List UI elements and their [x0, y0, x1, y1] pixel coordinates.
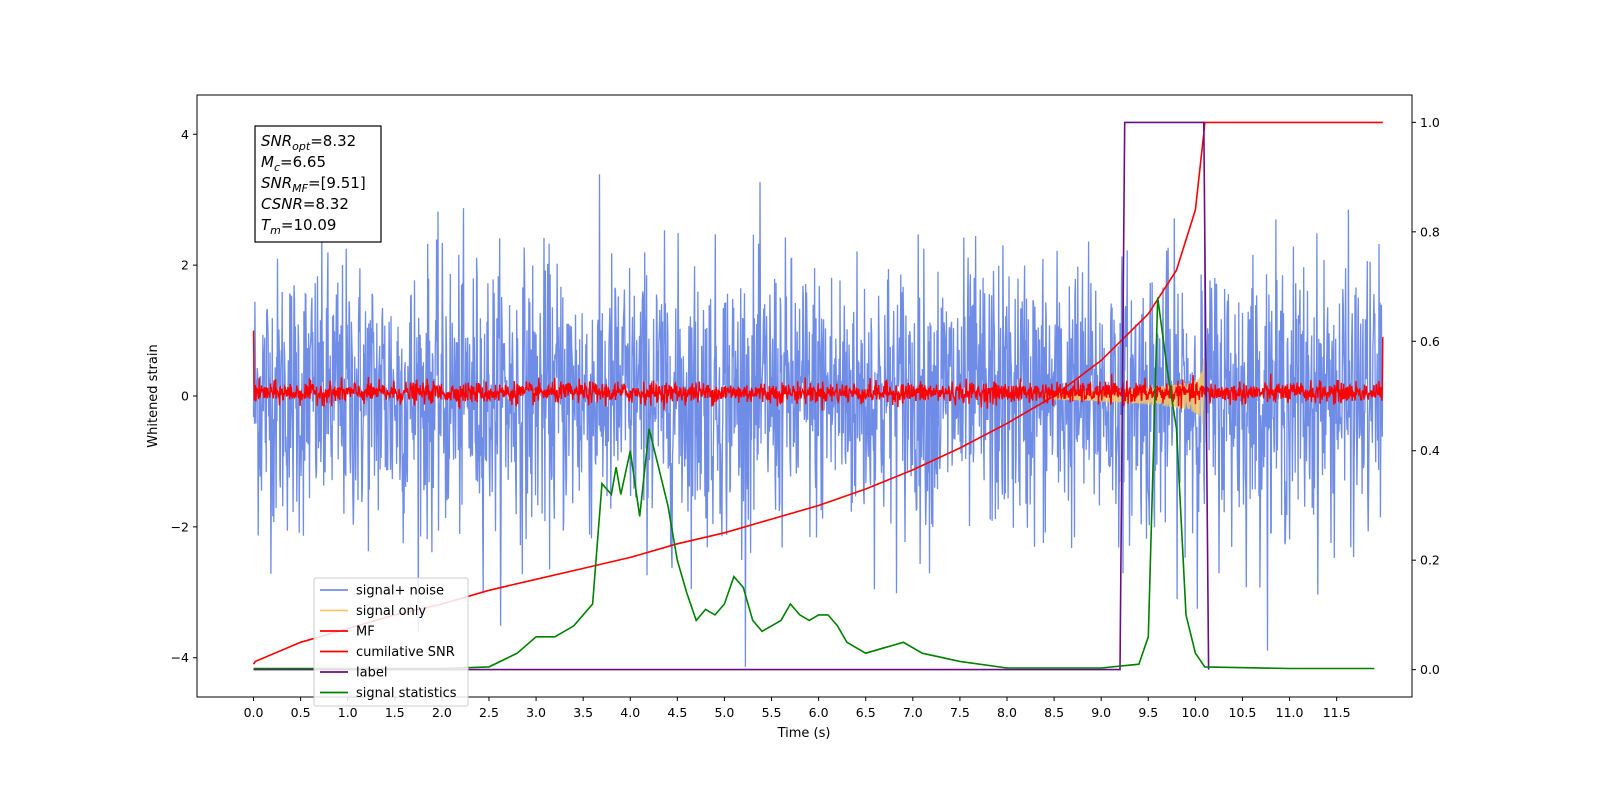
- y2-tick-label: 0.8: [1420, 224, 1440, 239]
- x-tick-label: 6.5: [856, 705, 876, 720]
- annotation-line: Tm=10.09: [261, 216, 336, 237]
- legend-label: MF: [356, 625, 375, 640]
- legend-item: signal+ noise: [320, 584, 444, 599]
- legend-item: signal statistics: [320, 686, 457, 701]
- y-tick-label: 4: [181, 127, 189, 142]
- x-tick-label: 4.5: [667, 705, 687, 720]
- series-mf: [252, 330, 1384, 411]
- x-tick-label: 11.5: [1323, 705, 1351, 720]
- series-signal-statistics: [253, 297, 1375, 670]
- x-tick-label: 11.0: [1276, 705, 1304, 720]
- x-tick-label: 3.0: [526, 705, 546, 720]
- x-tick-label: 8.0: [997, 705, 1017, 720]
- annotation-frame: [254, 125, 382, 243]
- y-tick-label: −4: [171, 650, 189, 665]
- annotation-line: CSNR=8.32: [261, 195, 349, 213]
- legend-label: label: [356, 666, 387, 681]
- y-tick-label: 0: [181, 389, 189, 404]
- x-tick-label: 7.5: [950, 705, 970, 720]
- legend-label: signal+ noise: [356, 584, 444, 599]
- annotation-line: SNRMF=[9.51]: [261, 174, 366, 195]
- legend-label: cumilative SNR: [356, 645, 455, 660]
- legend-item: label: [320, 666, 387, 681]
- x-tick-label: 5.0: [714, 705, 734, 720]
- series-label: [253, 121, 1210, 671]
- y-axis-left: −4 −2 0 2 4: [171, 127, 197, 665]
- annotation-line: SNRopt=8.32: [261, 132, 356, 153]
- x-tick-label: 3.5: [573, 705, 593, 720]
- y-tick-label: 2: [181, 258, 189, 273]
- y2-tick-label: 0.4: [1420, 443, 1440, 458]
- x-tick-label: 4.0: [620, 705, 640, 720]
- y2-tick-label: 0.0: [1420, 662, 1440, 677]
- x-tick-label: 0.5: [291, 705, 311, 720]
- x-tick-label: 1.0: [338, 705, 358, 720]
- x-tick-label: 9.0: [1091, 705, 1111, 720]
- y-axis-label: Whitened strain: [146, 344, 161, 447]
- x-tick-label: 6.0: [809, 705, 829, 720]
- x-tick-label: 10.0: [1181, 705, 1209, 720]
- x-tick-label: 8.5: [1044, 705, 1064, 720]
- x-tick-label: 1.5: [385, 705, 405, 720]
- legend-item: MF: [320, 625, 375, 640]
- x-tick-label: 2.5: [479, 705, 499, 720]
- y-tick-label: −2: [171, 519, 189, 534]
- x-axis-label: Time (s): [777, 726, 831, 741]
- y2-tick-label: 1.0: [1420, 115, 1440, 130]
- x-tick-label: 2.0: [432, 705, 452, 720]
- y2-tick-label: 0.6: [1420, 334, 1440, 349]
- y2-tick-label: 0.2: [1420, 553, 1440, 568]
- legend-item: cumilative SNR: [320, 645, 455, 660]
- legend-label: signal only: [356, 604, 426, 619]
- y-axis-right: 0.0 0.2 0.4 0.6 0.8 1.0: [1412, 115, 1440, 677]
- legend-item: signal only: [320, 604, 426, 619]
- x-axis: 0.0 0.5 1.0 1.5 2.0 2.5 3.0 3.5 4.0 4.5 5.0 5.5 6.0 6…: [244, 697, 1351, 720]
- legend-frame: [313, 577, 469, 707]
- legend-label: signal statistics: [356, 686, 457, 701]
- x-tick-label: 9.5: [1138, 705, 1158, 720]
- x-tick-label: 0.0: [244, 705, 264, 720]
- annotation-line: Mc=6.65: [261, 153, 326, 174]
- x-tick-label: 5.5: [762, 705, 782, 720]
- x-tick-label: 10.5: [1229, 705, 1257, 720]
- legend: signal+ noise signal only MF cumilative SNR…: [313, 577, 469, 707]
- x-tick-label: 7.0: [903, 705, 923, 720]
